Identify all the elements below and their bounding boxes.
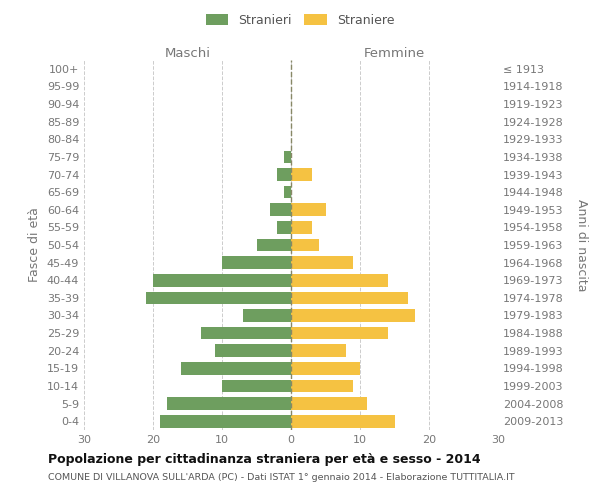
Bar [291,221,312,234]
Bar [222,380,291,392]
Bar [153,274,291,286]
Bar [291,292,409,304]
Bar [202,327,291,340]
Bar [291,274,388,286]
Bar [291,168,312,181]
Text: Popolazione per cittadinanza straniera per età e sesso - 2014: Popolazione per cittadinanza straniera p… [48,452,481,466]
Bar [291,204,325,216]
Bar [160,415,291,428]
Bar [291,344,346,357]
Bar [291,238,319,252]
Bar [277,221,291,234]
Bar [291,256,353,269]
Bar [215,344,291,357]
Bar [242,309,291,322]
Y-axis label: Anni di nascita: Anni di nascita [575,198,588,291]
Bar [291,309,415,322]
Text: Maschi: Maschi [164,47,211,60]
Bar [277,168,291,181]
Bar [181,362,291,374]
Bar [222,256,291,269]
Bar [291,327,388,340]
Bar [291,415,395,428]
Bar [167,397,291,410]
Bar [146,292,291,304]
Y-axis label: Fasce di età: Fasce di età [28,208,41,282]
Bar [291,397,367,410]
Text: COMUNE DI VILLANOVA SULL'ARDA (PC) - Dati ISTAT 1° gennaio 2014 - Elaborazione T: COMUNE DI VILLANOVA SULL'ARDA (PC) - Dat… [48,472,515,482]
Text: Femmine: Femmine [364,47,425,60]
Bar [257,238,291,252]
Bar [291,362,360,374]
Bar [284,186,291,198]
Legend: Stranieri, Straniere: Stranieri, Straniere [201,8,399,32]
Bar [284,150,291,163]
Bar [271,204,291,216]
Bar [291,380,353,392]
